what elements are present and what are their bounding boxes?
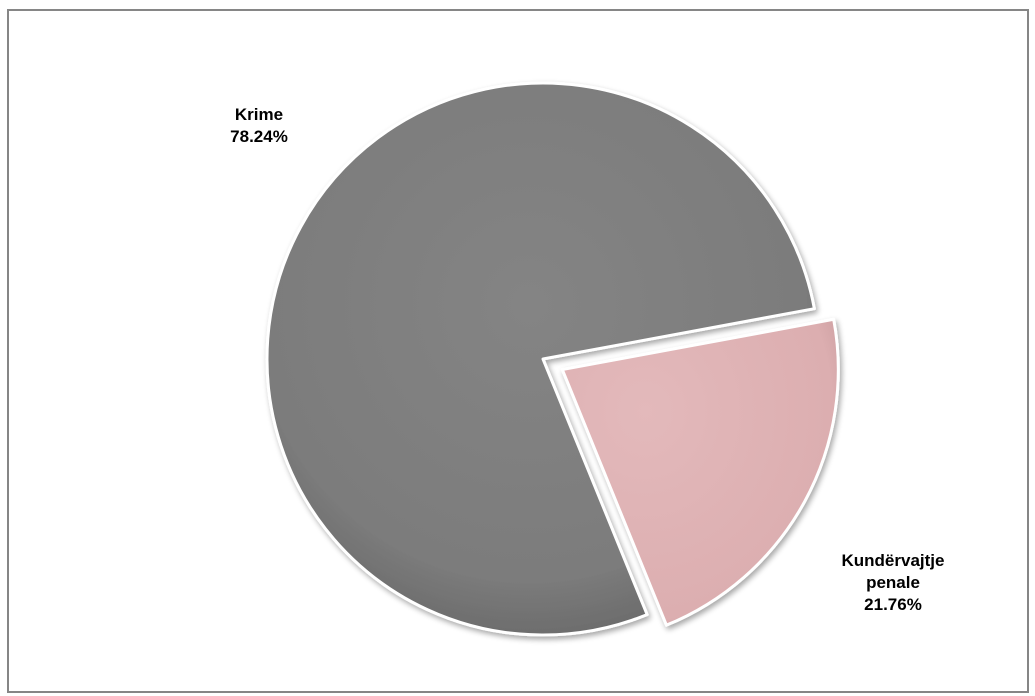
slice-name-krime: Krime: [234, 105, 284, 124]
data-label-krime: Krime 78.24%: [214, 104, 304, 148]
pie-slice-kundervajtje: [560, 317, 840, 627]
slice-name-kundervajtje-line1: Kundërvajtje: [841, 551, 945, 570]
data-label-kundervajtje: Kundërvajtje penale 21.76%: [818, 550, 968, 616]
slice-percent-krime: 78.24%: [230, 127, 288, 146]
slice-percent-kundervajtje: 21.76%: [864, 595, 922, 614]
pie-slice-krime: [265, 81, 816, 637]
slice-name-kundervajtje-line2: penale: [866, 573, 920, 592]
